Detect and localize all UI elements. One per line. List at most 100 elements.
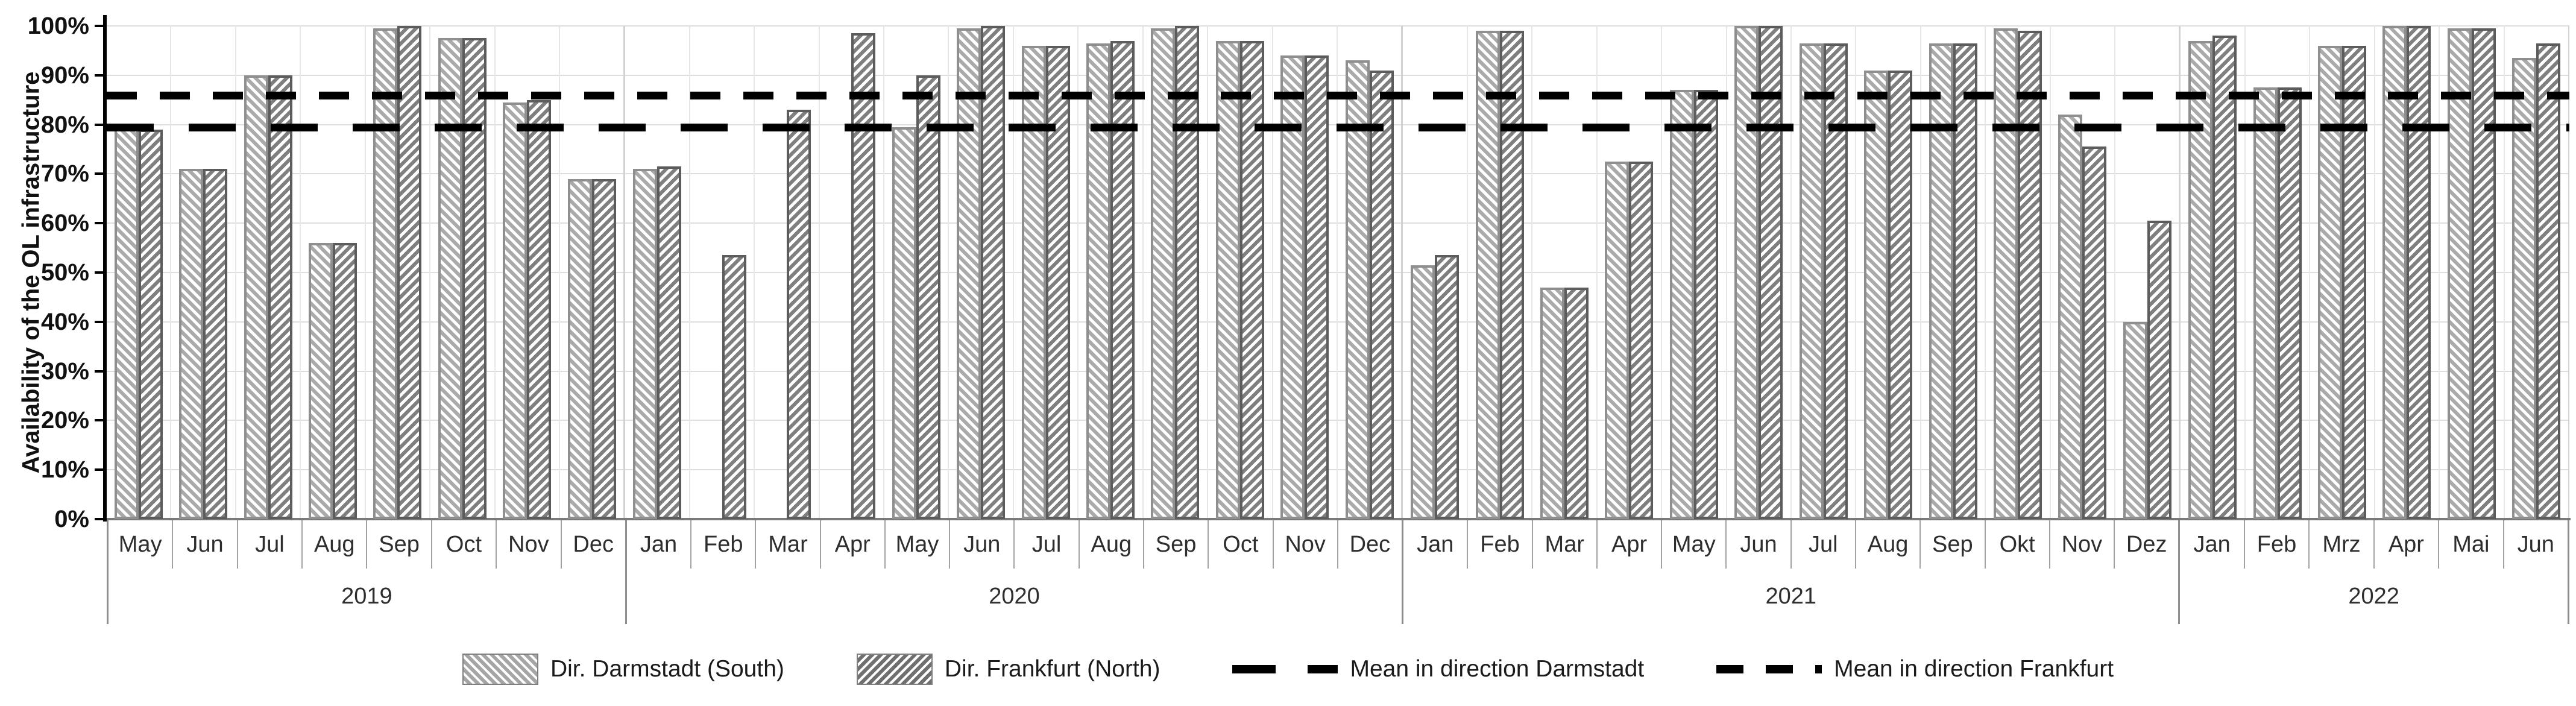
bar-darmstadt-2021-Jun — [1734, 26, 1759, 519]
month-label: Nov — [508, 531, 549, 557]
y-tick-label: 10% — [40, 456, 89, 484]
plot-area — [107, 25, 2569, 519]
month-label-cell: Mrz — [2310, 520, 2375, 569]
month-label: Feb — [2256, 531, 2297, 557]
legend-item-darmstadt-south: Dir. Darmstadt (South) — [462, 654, 784, 685]
month-label-cell: Nov — [1274, 520, 1338, 569]
month-cell-2021-Feb — [1468, 26, 1533, 519]
month-label-cell: Mar — [1533, 520, 1598, 569]
bar-frankfurt-2020-May — [916, 75, 940, 519]
month-label: Oct — [446, 531, 482, 557]
y-tick-mark — [95, 370, 104, 373]
bar-darmstadt-2021-Jul — [1799, 43, 1824, 519]
bar-frankfurt-2021-Aug — [1888, 70, 1913, 519]
bar-darmstadt-2019-Oct — [438, 38, 462, 519]
month-label-cell: Mai — [2439, 520, 2504, 569]
month-label-cell: Jun — [950, 520, 1015, 569]
bar-frankfurt-2022-Mrz — [2342, 45, 2367, 519]
bar-darmstadt-2019-Nov — [503, 102, 527, 519]
month-label: Jun — [963, 531, 1001, 557]
bar-frankfurt-2021-Apr — [1629, 161, 1654, 519]
month-label: Sep — [1932, 531, 1973, 557]
month-cell-2019-Jul — [236, 26, 301, 519]
bar-darmstadt-2022-Jan — [2188, 40, 2213, 519]
bar-darmstadt-2022-Mrz — [2318, 45, 2343, 519]
month-label-cell: May — [1662, 520, 1727, 569]
month-label-cell: Feb — [1468, 520, 1533, 569]
month-label-cell: Oct — [1209, 520, 1274, 569]
bar-darmstadt-2019-May — [114, 124, 139, 519]
gridline-20% — [107, 420, 2569, 421]
month-band-group-2019: May Jun Jul Aug Sep Oct Nov Dec — [107, 520, 627, 569]
year-group-2022 — [2181, 26, 2569, 519]
month-label: May — [118, 531, 162, 557]
year-band-group-2019: 2019 — [107, 569, 627, 624]
y-tick-mark — [95, 320, 104, 323]
year-band-group-2021: 2021 — [1403, 569, 2181, 624]
gridline-90% — [107, 74, 2569, 76]
bar-darmstadt-2020-Jun — [957, 28, 981, 519]
month-label-cell: Aug — [303, 520, 368, 569]
bar-darmstadt-2021-Aug — [1864, 70, 1889, 519]
month-cell-2019-Nov — [496, 26, 560, 519]
year-label: 2019 — [341, 583, 392, 609]
month-cell-2021-Dez — [2115, 26, 2179, 519]
y-tick-mark — [95, 222, 104, 225]
bar-darmstadt-2022-Jun — [2512, 58, 2537, 519]
bar-darmstadt-2021-Mar — [1540, 287, 1564, 519]
bar-frankfurt-2021-Dez — [2147, 221, 2171, 519]
year-band-group-2022: 2022 — [2180, 569, 2569, 624]
year-band-group-2020: 2020 — [627, 569, 1404, 624]
month-label: Okt — [1999, 531, 2035, 557]
bar-darmstadt-2020-Nov — [1280, 55, 1305, 519]
month-label-cell: Jan — [2180, 520, 2245, 569]
month-label: Sep — [379, 531, 420, 557]
bar-frankfurt-2019-Sep — [397, 26, 422, 519]
month-label: Aug — [1867, 531, 1909, 557]
month-cell-2021-Jun — [1727, 26, 1792, 519]
month-cell-2020-Jun — [949, 26, 1014, 519]
y-tick-label: 40% — [40, 308, 89, 335]
bar-frankfurt-2021-Jan — [1435, 255, 1460, 519]
bar-frankfurt-2022-Mai — [2471, 28, 2496, 519]
year-group-2021 — [1403, 26, 2181, 519]
month-label: Jan — [640, 531, 678, 557]
bar-darmstadt-2020-Aug — [1086, 43, 1111, 519]
bar-darmstadt-2021-Feb — [1475, 31, 1500, 519]
month-cell-2020-Jan — [625, 26, 690, 519]
y-tick-mark — [95, 123, 104, 126]
month-label: Jun — [186, 531, 224, 557]
bar-frankfurt-2019-Aug — [332, 242, 357, 519]
gridline-70% — [107, 173, 2569, 175]
dash-line-sample — [1716, 665, 1822, 673]
month-label-cell: Sep — [367, 520, 432, 569]
month-label-cell: Apr — [1598, 520, 1663, 569]
month-label-cell: Dez — [2115, 520, 2178, 569]
year-label: 2022 — [2348, 583, 2399, 609]
bar-darmstadt-2021-Apr — [1605, 161, 1630, 519]
month-label: Mar — [1545, 531, 1584, 557]
bar-darmstadt-2022-Feb — [2253, 87, 2278, 519]
month-cell-2021-Mar — [1532, 26, 1598, 519]
bar-darmstadt-2019-Sep — [373, 28, 398, 519]
month-cell-2022-Apr — [2375, 26, 2440, 519]
bar-frankfurt-2020-Aug — [1110, 40, 1135, 519]
month-label: Apr — [1611, 531, 1648, 557]
bar-darmstadt-2021-Okt — [1993, 28, 2018, 519]
month-label: May — [895, 531, 939, 557]
bar-frankfurt-2022-Apr — [2407, 26, 2431, 519]
legend-label: Dir. Darmstadt (South) — [550, 656, 784, 682]
y-tick-label: 100% — [27, 13, 89, 39]
month-cell-2020-Sep — [1144, 26, 1209, 519]
month-cell-2020-Jul — [1014, 26, 1079, 519]
month-label: Feb — [1480, 531, 1520, 557]
month-label-cell: Jan — [627, 520, 692, 569]
month-cell-2019-Dec — [560, 26, 623, 519]
month-label-cell: Jul — [238, 520, 303, 569]
month-cell-2020-Aug — [1079, 26, 1144, 519]
month-label: Feb — [704, 531, 743, 557]
month-label-cell: Jun — [2504, 520, 2568, 569]
bar-darmstadt-2020-Dec — [1345, 60, 1370, 519]
bar-frankfurt-2021-May — [1693, 90, 1718, 519]
month-label-cell: Sep — [1921, 520, 1986, 569]
